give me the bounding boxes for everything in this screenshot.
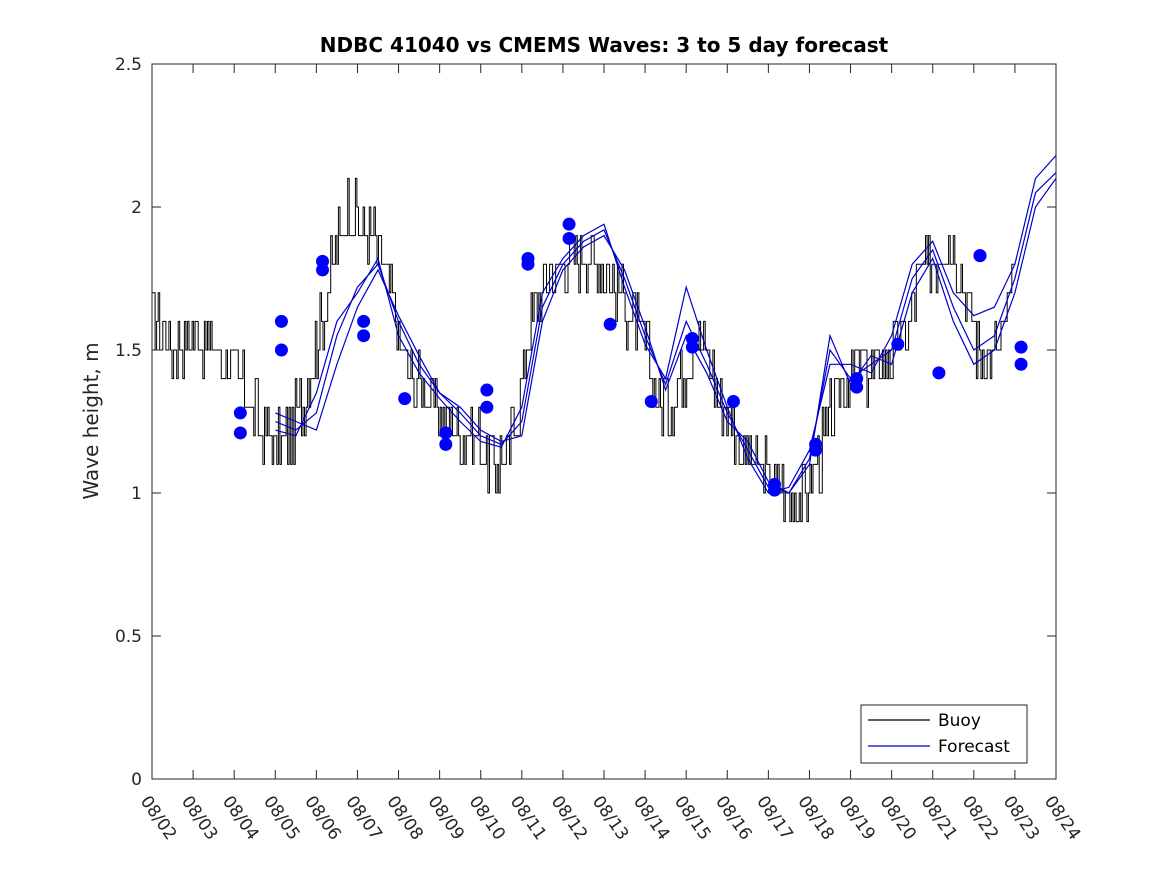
forecast-marker bbox=[480, 400, 494, 414]
forecast-marker bbox=[850, 380, 864, 394]
y-tick-label: 1 bbox=[131, 484, 142, 504]
y-tick-label: 2 bbox=[131, 198, 142, 218]
forecast-marker bbox=[274, 314, 288, 328]
forecast-marker bbox=[357, 329, 371, 343]
forecast-marker bbox=[685, 340, 699, 354]
forecast-marker bbox=[357, 314, 371, 328]
y-tick-label: 0.5 bbox=[115, 627, 142, 647]
forecast-marker bbox=[439, 437, 453, 451]
y-axis: 0 0.5 1 1.5 2 2.5 bbox=[115, 55, 1056, 790]
series-line-buoy bbox=[152, 177, 1015, 523]
legend: Buoy Forecast bbox=[860, 704, 1028, 764]
series-line-forecast-1 bbox=[275, 172, 1056, 494]
y-tick-label: 2.5 bbox=[115, 55, 142, 75]
legend-box bbox=[860, 704, 1028, 764]
legend-buoy-label: Buoy bbox=[938, 711, 981, 731]
series-line-forecast-3 bbox=[275, 178, 1056, 494]
forecast-marker bbox=[932, 366, 946, 380]
forecast-marker bbox=[439, 426, 453, 440]
series-layer bbox=[152, 155, 1056, 523]
forecast-marker bbox=[973, 249, 987, 263]
forecast-marker bbox=[726, 394, 740, 408]
legend-forecast-label: Forecast bbox=[938, 737, 1010, 757]
forecast-marker bbox=[1014, 357, 1028, 371]
forecast-marker bbox=[233, 406, 247, 420]
forecast-marker bbox=[274, 343, 288, 357]
forecast-marker bbox=[562, 217, 576, 231]
forecast-marker bbox=[480, 383, 494, 397]
marker-layer bbox=[233, 217, 1028, 497]
y-tick-label: 0 bbox=[131, 770, 142, 790]
forecast-marker bbox=[562, 231, 576, 245]
forecast-marker bbox=[644, 394, 658, 408]
forecast-marker bbox=[891, 337, 905, 351]
forecast-marker bbox=[521, 257, 535, 271]
forecast-marker bbox=[1014, 340, 1028, 354]
forecast-marker bbox=[233, 426, 247, 440]
series-line-forecast-2 bbox=[275, 155, 1056, 494]
forecast-marker bbox=[809, 443, 823, 457]
forecast-marker bbox=[603, 317, 617, 331]
y-tick-label: 1.5 bbox=[115, 341, 142, 361]
chart-title: NDBC 41040 vs CMEMS Waves: 3 to 5 day fo… bbox=[320, 33, 889, 57]
forecast-marker bbox=[398, 392, 412, 406]
forecast-marker bbox=[768, 483, 782, 497]
y-axis-label: Wave height, m bbox=[79, 342, 103, 499]
forecast-marker bbox=[316, 263, 330, 277]
